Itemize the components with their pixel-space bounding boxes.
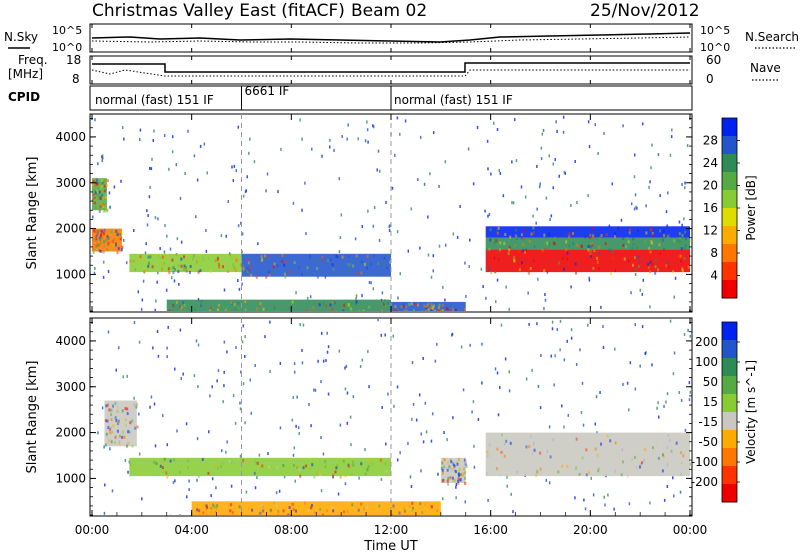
nsearch-tick-bottom: 10^0: [700, 41, 730, 54]
y-axis-label: Slant Range [km]: [25, 157, 40, 270]
nsearch-trace: [91, 36, 691, 44]
echo-region: [241, 253, 391, 277]
velocity-panel: 1000 2000 3000 4000 Slant Range [km] 200 100 50…: [25, 317, 758, 517]
x-tick-label: 12:00: [374, 523, 409, 537]
colorbar-tick-label: 4: [710, 269, 718, 283]
colorbar-frame: [721, 321, 738, 503]
nsky-label: N.Sky: [4, 30, 38, 44]
x-axis-label: Time UT: [363, 539, 417, 554]
nsearch-tick-top: 10^5: [700, 24, 730, 37]
nave-tick-top: 60: [706, 53, 721, 67]
colorbar-swatch: [722, 226, 737, 245]
colorbar-tick-label: 8: [710, 246, 718, 260]
colorbar-tick-label: -200: [691, 475, 718, 489]
freq-tick-bottom: 8: [72, 72, 80, 86]
echo-region: [166, 299, 391, 311]
colorbar-tick-label: -100: [691, 455, 718, 469]
nsky-trace: [91, 32, 691, 43]
colorbar-swatch: [722, 280, 737, 299]
colorbar-swatch: [722, 412, 737, 431]
colorbar-tick-label: 200: [695, 335, 718, 349]
colorbar-tick-label: 100: [695, 355, 718, 369]
plot-title: Christmas Valley East (fitACF): [92, 1, 345, 21]
colorbar-swatch: [722, 484, 737, 503]
y-tick-label: 1000: [55, 471, 86, 485]
colorbar-tick-label: 16: [703, 201, 718, 215]
colorbar-tick-label: 24: [703, 156, 718, 170]
beam-label: Beam 02: [351, 1, 427, 21]
x-tick-label: 16:00: [473, 523, 508, 537]
echo-region: [485, 432, 690, 477]
colorbar-tick-label: 28: [703, 134, 718, 148]
x-tick-label: 00:00: [75, 523, 110, 537]
date-label: 25/Nov/2012: [590, 1, 700, 21]
y-tick-label: 4000: [55, 334, 86, 348]
cpid-segment-label: normal (fast) 151 IF: [95, 93, 214, 107]
y-tick-label: 3000: [55, 380, 86, 394]
colorbar-tick-label: -15: [698, 415, 718, 429]
y-tick-label: 2000: [55, 426, 86, 440]
colorbar-tick-label: 20: [703, 179, 718, 193]
power-panel: 1000 2000 3000 4000 Slant Range [km] 4 8 12 16 20…: [25, 113, 758, 313]
cpid-label: CPID: [8, 90, 40, 104]
x-tick-label: 00:00: [673, 523, 708, 537]
nave-label: Nave: [750, 61, 781, 75]
colorbar-swatch: [722, 136, 737, 155]
colorbar-tick-label: 50: [703, 375, 718, 389]
colorbar-swatch: [722, 430, 737, 449]
colorbar-swatch: [722, 340, 737, 359]
colorbar-swatch: [722, 466, 737, 485]
colorbar-swatch: [722, 322, 737, 341]
freq-label-line2: [MHz]: [8, 67, 43, 81]
x-tick-label: 04:00: [174, 523, 209, 537]
colorbar-swatch: [722, 448, 737, 467]
y-tick-label: 1000: [55, 267, 86, 281]
colorbar-label: Power [dB]: [744, 175, 758, 240]
colorbar-swatch: [722, 376, 737, 395]
colorbar-swatch: [722, 244, 737, 263]
y-tick-label: 3000: [55, 176, 86, 190]
nave-trace: [91, 69, 690, 77]
cpid-segment-label: normal (fast) 151 IF: [394, 93, 513, 107]
colorbar-swatch: [722, 358, 737, 377]
colorbar-label: Velocity [m s^-1]: [744, 360, 758, 464]
nsky-tick-top: 10^5: [52, 24, 82, 37]
freq-trace: [92, 62, 690, 73]
freq-label-line1: Freq.: [18, 53, 48, 67]
echo-region: [129, 253, 242, 273]
colorbar-swatch: [722, 118, 737, 137]
colorbar-swatch: [722, 262, 737, 281]
y-tick-label: 4000: [55, 130, 86, 144]
nsearch-label: N.Search: [745, 30, 799, 44]
colorbar-swatch: [722, 154, 737, 173]
freq-tick-top: 18: [66, 53, 81, 67]
echo-region: [485, 249, 690, 273]
nave-tick-bottom: 0: [706, 72, 714, 86]
nsky-tick-bottom: 10^0: [52, 41, 82, 54]
colorbar-swatch: [722, 190, 737, 209]
y-axis-label: Slant Range [km]: [25, 361, 40, 474]
colorbar-swatch: [722, 208, 737, 227]
colorbar-tick-label: 15: [703, 395, 718, 409]
x-tick-label: 08:00: [274, 523, 309, 537]
x-tick-label: 20:00: [573, 523, 608, 537]
colorbar-tick-label: -50: [698, 435, 718, 449]
colorbar-swatch: [722, 172, 737, 191]
colorbar-swatch: [722, 394, 737, 413]
freq-strip: [89, 55, 693, 85]
colorbar-tick-label: 12: [703, 224, 718, 238]
echo-region: [485, 237, 690, 250]
cpid-segment-label: 6661 IF: [245, 84, 290, 98]
y-tick-label: 2000: [55, 222, 86, 236]
x-axis: 00:00 04:00 08:00 12:00 16:00 20:00 00:00: [75, 24, 708, 537]
cpid-segments: normal (fast) 151 IF 6661 IF normal (fast)…: [95, 84, 513, 110]
echo-region: [485, 226, 690, 238]
